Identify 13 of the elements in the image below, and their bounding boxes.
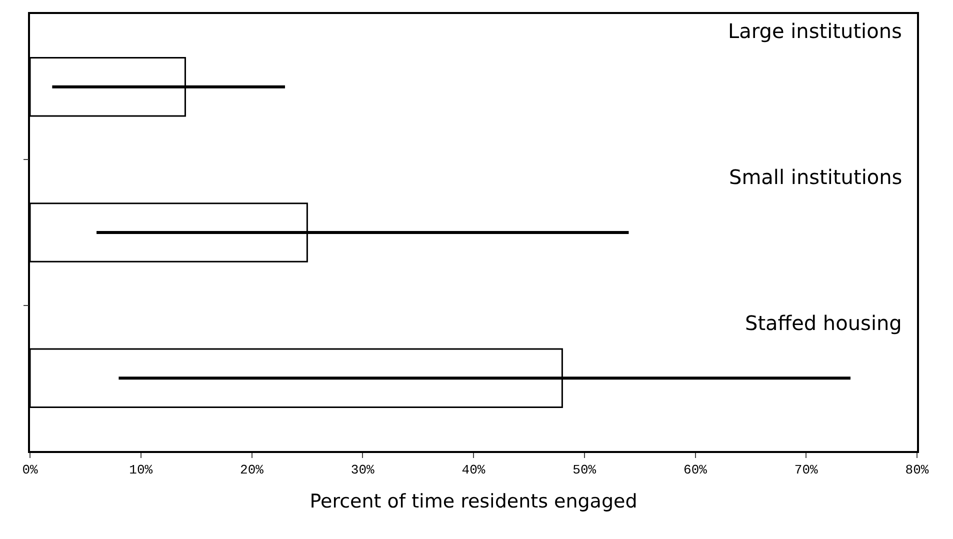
x-tick-label: 0% [22,462,38,478]
x-tick-label: 10% [129,462,153,478]
x-tick-label: 40% [462,462,486,478]
x-tick-label: 50% [572,462,596,478]
x-tick-label: 70% [794,462,818,478]
y-tick-label: Small institutions [729,165,902,189]
x-tick-label: 60% [684,462,708,478]
x-tick-label: 30% [350,462,375,478]
x-tick-label: 80% [905,462,929,478]
x-axis-title: Percent of time residents engaged [310,490,638,513]
x-tick-label: 20% [240,462,264,478]
y-tick-label: Staffed housing [745,311,902,335]
y-tick-label: Large institutions [728,19,902,43]
